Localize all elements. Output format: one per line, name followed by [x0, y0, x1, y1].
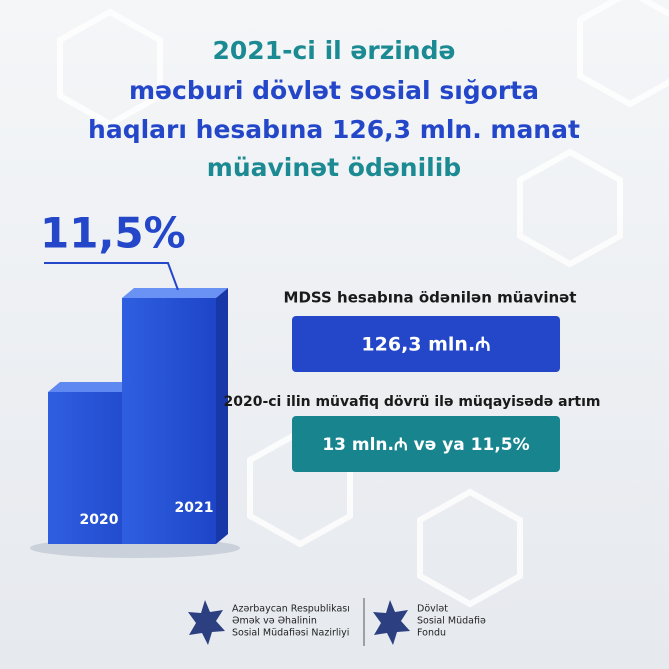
footer: Azərbaycan Respublikası Əmək və Əhalinin…	[188, 598, 486, 646]
year-label: 2021	[175, 500, 214, 516]
title: 2021-ci il ərzində məcburi dövlət sosial…	[88, 36, 580, 182]
info-box	[292, 416, 560, 472]
info-label: MDSS hesabına ödənilən müavinət	[284, 289, 577, 307]
highlight-value: 11,5%	[40, 209, 186, 258]
bars: 2020 2021 11,5%	[30, 209, 240, 558]
title-line: haqları hesabına 126,3 mln. manat	[88, 115, 580, 144]
fund-logo	[373, 600, 410, 645]
fund-line: Fondu	[417, 628, 446, 639]
bar-2021	[122, 298, 216, 544]
info-box-text: 13 mln.₼ və ya 11,5%	[322, 435, 529, 455]
bar-side	[216, 288, 228, 544]
info-box	[292, 316, 560, 372]
info-box-text: 126,3 mln.₼	[361, 334, 490, 356]
ministry-line: Sosial Müdafiəsi Nazirliyi	[232, 628, 349, 639]
info: MDSS hesabına ödənilən müavinət 126,3 ml…	[223, 289, 601, 472]
title-line: 2021-ci il ərzində	[213, 36, 456, 65]
title-line: məcburi dövlət sosial sığorta	[129, 76, 539, 105]
bar-top	[122, 288, 228, 298]
fund-line: Dövlət	[417, 604, 448, 615]
info-label: 2020-ci ilin müvafiq dövrü ilə müqayisəd…	[223, 394, 600, 410]
title-line: müavinət ödənilib	[207, 153, 461, 182]
ministry-logo	[188, 600, 225, 645]
ministry-line: Azərbaycan Respublikası	[232, 604, 350, 615]
year-label: 2020	[80, 512, 119, 528]
pointer-line	[44, 262, 179, 291]
fund-line: Sosial Müdafiə	[417, 616, 486, 627]
ministry-line: Əmək və Əhalinin	[232, 616, 317, 627]
